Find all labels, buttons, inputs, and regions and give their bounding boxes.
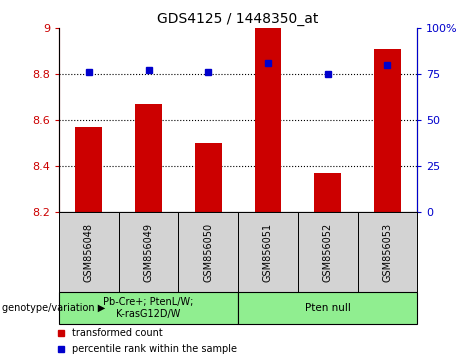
Bar <box>314 173 341 212</box>
Text: GSM856053: GSM856053 <box>382 223 392 282</box>
Text: Pb-Cre+; PtenL/W;
K-rasG12D/W: Pb-Cre+; PtenL/W; K-rasG12D/W <box>103 297 194 319</box>
Bar <box>238 212 298 292</box>
Bar <box>59 292 238 324</box>
Bar <box>76 127 102 212</box>
Text: GSM856052: GSM856052 <box>323 223 333 282</box>
Title: GDS4125 / 1448350_at: GDS4125 / 1448350_at <box>157 12 319 26</box>
Text: GSM856048: GSM856048 <box>84 223 94 282</box>
Text: percentile rank within the sample: percentile rank within the sample <box>71 344 236 354</box>
Text: Pten null: Pten null <box>305 303 351 313</box>
Text: GSM856051: GSM856051 <box>263 223 273 282</box>
Bar <box>135 104 162 212</box>
Text: GSM856049: GSM856049 <box>143 223 154 282</box>
Bar <box>298 212 358 292</box>
Bar <box>254 28 281 212</box>
Text: GSM856050: GSM856050 <box>203 223 213 282</box>
Bar <box>59 212 118 292</box>
Text: genotype/variation ▶: genotype/variation ▶ <box>2 303 106 313</box>
Bar <box>118 212 178 292</box>
Text: transformed count: transformed count <box>71 328 162 338</box>
Bar <box>178 212 238 292</box>
Bar <box>374 49 401 212</box>
Bar <box>357 212 417 292</box>
Bar <box>238 292 417 324</box>
Bar <box>195 143 222 212</box>
